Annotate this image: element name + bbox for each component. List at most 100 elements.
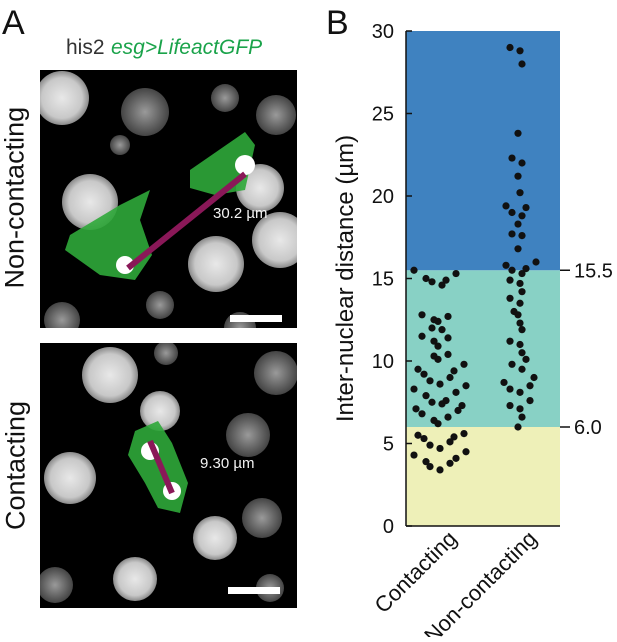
data-point-contacting-16 (444, 350, 452, 358)
distance-line-bottom (147, 439, 175, 495)
data-point-non-contacting-23 (518, 288, 526, 296)
threshold-label-0: 15.5 (574, 260, 613, 282)
data-point-contacting-35 (454, 406, 462, 415)
data-point-contacting-50 (422, 458, 430, 466)
data-point-non-contacting-26 (510, 307, 518, 316)
data-point-non-contacting-45 (514, 423, 522, 431)
data-point-contacting-15 (434, 342, 442, 350)
data-point-contacting-8 (430, 316, 438, 324)
data-point-contacting-1 (452, 269, 460, 278)
data-point-non-contacting-7 (516, 189, 524, 197)
data-point-non-contacting-44 (518, 413, 526, 421)
data-point-non-contacting-34 (508, 360, 516, 368)
data-point-non-contacting-38 (526, 382, 534, 390)
data-point-non-contacting-10 (508, 208, 516, 217)
distance-line-top (126, 171, 247, 271)
micrograph-contacting-image (40, 343, 297, 603)
data-point-contacting-17 (430, 352, 438, 360)
data-point-non-contacting-16 (532, 258, 540, 266)
data-point-non-contacting-12 (514, 220, 522, 228)
data-point-contacting-23 (446, 373, 454, 382)
data-point-non-contacting-4 (508, 154, 516, 162)
data-point-non-contacting-42 (506, 401, 514, 410)
data-point-contacting-49 (452, 454, 460, 462)
data-point-non-contacting-1 (516, 47, 524, 55)
data-point-contacting-41 (414, 431, 422, 439)
data-point-non-contacting-24 (506, 294, 514, 302)
data-point-contacting-7 (444, 312, 452, 321)
data-point-contacting-40 (460, 430, 468, 438)
data-point-contacting-3 (442, 276, 450, 284)
y-tick-label-4: 20 (372, 186, 394, 208)
data-point-contacting-4 (428, 278, 436, 286)
stain-label: his2 (66, 36, 105, 59)
data-point-non-contacting-35 (518, 365, 526, 373)
data-point-contacting-13 (444, 334, 452, 342)
genotype-label: esg>LifeactGFP (111, 36, 263, 59)
data-point-contacting-51 (426, 463, 434, 471)
data-point-non-contacting-3 (514, 129, 522, 137)
measurement-contacting: 9.30 µm (200, 455, 255, 472)
panel-b-letter: B (326, 4, 349, 42)
data-point-non-contacting-2 (518, 60, 526, 68)
data-point-contacting-5 (438, 281, 446, 289)
data-point-contacting-24 (426, 377, 434, 385)
data-point-non-contacting-29 (518, 326, 526, 334)
data-point-contacting-52 (436, 466, 444, 474)
data-point-contacting-27 (410, 385, 418, 393)
y-tick-label-3: 15 (372, 269, 394, 291)
data-point-contacting-38 (430, 416, 438, 424)
data-point-contacting-0 (410, 266, 418, 274)
data-point-non-contacting-40 (516, 388, 524, 396)
measurement-non-contacting: 30.2 µm (213, 205, 268, 222)
data-point-contacting-26 (462, 382, 470, 390)
data-point-contacting-28 (452, 388, 460, 396)
data-point-non-contacting-37 (500, 378, 508, 387)
data-point-non-contacting-0 (506, 43, 514, 52)
data-point-contacting-20 (414, 365, 422, 373)
data-point-non-contacting-20 (518, 269, 526, 278)
band-2 (406, 31, 560, 271)
data-point-contacting-25 (436, 380, 444, 388)
data-point-contacting-6 (418, 311, 426, 319)
micrograph-non-contacting-image (40, 71, 297, 328)
data-point-contacting-36 (418, 410, 426, 418)
data-point-non-contacting-41 (526, 397, 534, 405)
data-point-contacting-43 (420, 434, 428, 443)
data-point-contacting-46 (436, 444, 444, 453)
data-point-non-contacting-14 (518, 232, 526, 240)
data-point-non-contacting-19 (508, 266, 516, 274)
y-tick-label-1: 5 (383, 434, 394, 456)
y-tick-label-6: 30 (372, 21, 394, 43)
data-point-non-contacting-32 (518, 349, 526, 357)
data-point-contacting-30 (442, 397, 450, 405)
data-point-contacting-34 (412, 405, 420, 413)
data-point-non-contacting-11 (518, 212, 526, 220)
data-point-non-contacting-33 (522, 355, 530, 363)
y-axis-label: Inter-nuclear distance (µm) (332, 135, 359, 422)
data-point-non-contacting-13 (508, 230, 516, 238)
data-point-non-contacting-22 (516, 279, 524, 288)
data-point-contacting-11 (438, 326, 446, 334)
data-point-contacting-12 (418, 332, 426, 340)
data-point-non-contacting-39 (506, 385, 514, 393)
micrograph-non-contacting: 30.2 µm (40, 70, 297, 328)
data-point-contacting-22 (420, 370, 428, 378)
data-point-non-contacting-15 (514, 245, 522, 253)
data-point-non-contacting-36 (530, 373, 538, 382)
data-point-contacting-48 (410, 451, 418, 459)
data-point-contacting-14 (430, 337, 438, 345)
data-point-contacting-37 (444, 413, 452, 421)
data-point-non-contacting-17 (502, 261, 510, 269)
data-point-contacting-19 (460, 360, 468, 368)
data-point-non-contacting-21 (506, 276, 514, 284)
data-point-non-contacting-18 (522, 265, 530, 273)
data-point-non-contacting-28 (516, 319, 524, 327)
data-point-contacting-53 (446, 459, 454, 467)
y-tick-label-5: 25 (372, 104, 394, 126)
data-point-non-contacting-31 (516, 340, 524, 349)
data-point-non-contacting-25 (516, 299, 524, 307)
threshold-label-1: 6.0 (574, 417, 602, 439)
